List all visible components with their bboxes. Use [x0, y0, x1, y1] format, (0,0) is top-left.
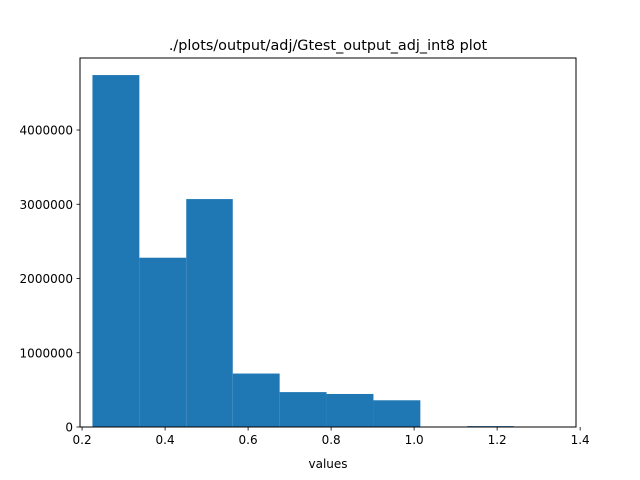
- y-tick-label: 2000000: [20, 272, 73, 286]
- x-tick-label: 0.2: [73, 433, 92, 447]
- axes-frame: [79, 57, 577, 428]
- y-tick-label: 1000000: [20, 346, 73, 360]
- histogram-bars: [92, 75, 561, 427]
- histogram-bar: [326, 393, 374, 427]
- x-tick-label: 0.4: [156, 433, 175, 447]
- x-axis-ticks: 0.2 0.4 0.6 0.8 1.0 1.2 1.4: [73, 427, 590, 447]
- y-axis-ticks: 0 1000000 2000000 3000000 4000000: [20, 124, 80, 435]
- y-tick-label: 3000000: [20, 198, 73, 212]
- x-tick-label: 1.2: [488, 433, 507, 447]
- y-tick-label: 0: [65, 421, 73, 435]
- histogram-bar: [232, 373, 280, 427]
- histogram-bar: [92, 75, 140, 427]
- histogram-bar: [279, 392, 327, 427]
- x-tick-label: 0.6: [239, 433, 258, 447]
- x-tick-label: 1.0: [405, 433, 424, 447]
- x-axis-label: values: [308, 457, 347, 471]
- histogram-bar: [139, 257, 187, 427]
- y-tick-label: 4000000: [20, 124, 73, 138]
- histogram-bar: [186, 199, 233, 427]
- chart-title: ./plots/output/adj/Gtest_output_adj_int8…: [169, 38, 488, 54]
- histogram-bar: [373, 400, 421, 427]
- x-tick-label: 0.8: [322, 433, 341, 447]
- x-tick-label: 1.4: [571, 433, 590, 447]
